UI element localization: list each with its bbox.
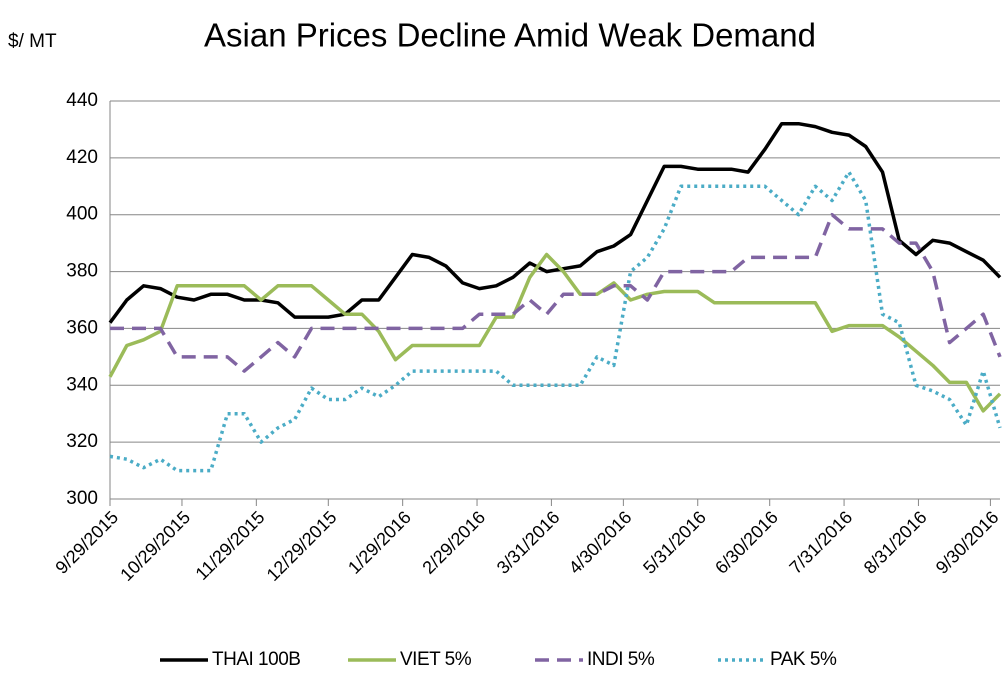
x-tick-label: 2/29/2016 [418,507,489,578]
x-tick-label: 6/30/2016 [711,507,782,578]
x-tick-label: 9/30/2016 [932,507,1002,578]
x-tick-label: 10/29/2015 [116,507,194,585]
y-tick-label: 420 [66,147,98,168]
legend-label: PAK 5% [770,649,837,670]
x-tick-label: 12/29/2015 [263,507,341,585]
legend-label: THAI 100B [212,649,300,670]
line [110,212,1002,373]
y-tick-label: 380 [66,261,98,282]
x-tick-label: 5/31/2016 [639,507,710,578]
line [108,252,1002,413]
legend-label: VIET 5% [400,649,472,670]
x-tick-label: 7/31/2016 [785,507,856,578]
line [109,170,1002,473]
chart-title: Asian Prices Decline Amid Weak Demand [204,17,816,54]
x-tick-label: 1/29/2016 [344,507,415,578]
x-tick-label: 11/29/2015 [192,507,269,584]
x-tick-label: 4/30/2016 [565,507,636,578]
y-tick-label: 440 [66,90,98,111]
x-tick-label: 9/29/2015 [51,507,122,578]
legend-label: INDI 5% [587,649,655,670]
y-tick-label: 400 [66,204,98,225]
x-tick-label: 8/31/2016 [860,507,931,578]
line [108,121,1002,324]
y-tick-label: 300 [66,488,98,509]
x-tick-label: 3/31/2016 [493,507,564,578]
y-tick-label: 360 [66,317,98,338]
y-axis-label: $/ MT [8,31,57,52]
y-tick-label: 320 [66,431,98,452]
y-tick-label: 340 [66,374,98,395]
